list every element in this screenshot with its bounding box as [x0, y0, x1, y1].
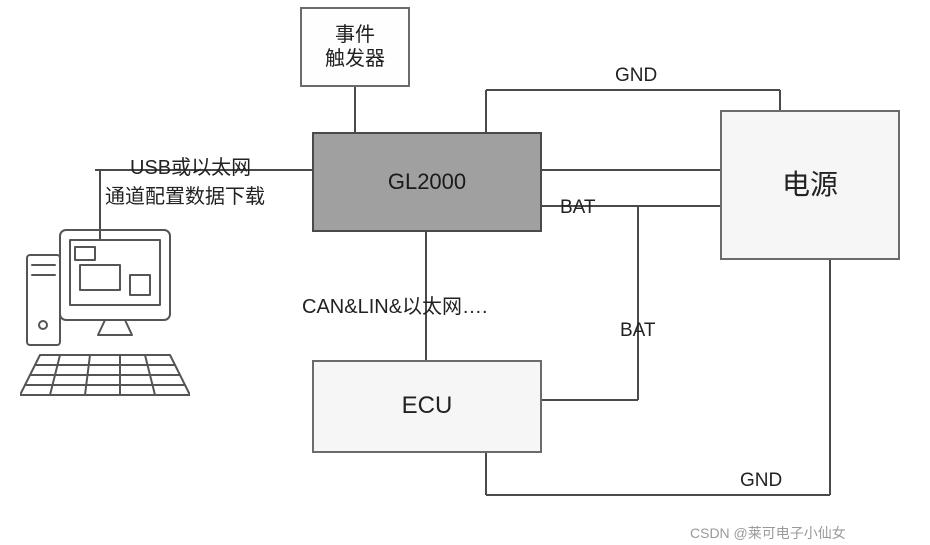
- node-label: 电源: [782, 168, 838, 202]
- label-usb-line1: USB或以太网: [130, 151, 251, 180]
- label-bat-mid: BAT: [560, 197, 596, 219]
- node-event-trigger: 事件 触发器: [300, 7, 410, 87]
- node-gl2000: GL2000: [312, 132, 542, 232]
- computer-icon: [20, 225, 190, 425]
- node-label: ECU: [402, 392, 453, 421]
- label-gnd-top: GND: [615, 65, 657, 87]
- label-canlin: CAN&LIN&以太网….: [302, 290, 488, 319]
- node-label: GL2000: [388, 169, 466, 195]
- node-label: 事件 触发器: [325, 23, 385, 71]
- label-usb-line2: 通道配置数据下载: [105, 180, 265, 209]
- node-ecu: ECU: [312, 360, 542, 453]
- node-power: 电源: [720, 110, 900, 260]
- label-bat-low: BAT: [620, 320, 656, 342]
- label-gnd-bot: GND: [740, 470, 782, 492]
- watermark-text: CSDN @莱可电子小仙女: [690, 523, 846, 543]
- diagram-stage: { "canvas": { "w": 930, "h": 545, "bg": …: [0, 0, 930, 545]
